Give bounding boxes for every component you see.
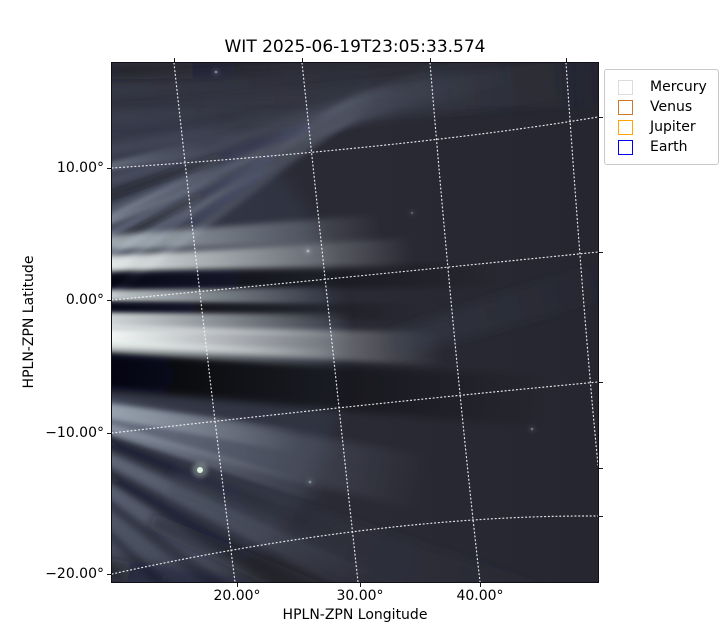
graticule-line <box>429 63 481 582</box>
x-top-tick-mark <box>429 58 431 62</box>
y-right-tick-mark <box>599 116 603 118</box>
star-point <box>410 211 414 215</box>
streamer-wedge <box>112 101 371 246</box>
graticule-line <box>112 381 598 434</box>
x-top-tick-mark <box>301 58 303 62</box>
x-tick-label: 30.00° <box>336 588 384 604</box>
streamer-wedge <box>112 161 225 225</box>
graticule-line <box>565 63 598 466</box>
earth-marker-icon <box>618 139 633 155</box>
y-tick-mark <box>107 573 111 575</box>
plot-area <box>111 62 599 583</box>
legend-box: Mercury Venus Jupiter Earth <box>604 69 719 165</box>
plot-title: WIT 2025-06-19T23:05:33.574 <box>224 37 486 57</box>
y-tick-mark <box>107 299 111 301</box>
y-tick-mark <box>107 432 111 434</box>
x-tick-label: 40.00° <box>456 588 504 604</box>
streamer-wedge <box>112 78 427 198</box>
streamer-wedge <box>148 513 322 582</box>
y-tick-label: 0.00° <box>65 292 104 308</box>
streamer-wedge <box>112 341 343 370</box>
streamer-wedge <box>112 353 553 429</box>
legend-label: Venus <box>650 99 693 115</box>
graticule-line <box>112 515 598 575</box>
x-axis-label: HPLN-ZPN Longitude <box>282 607 428 623</box>
streamer-wedge <box>388 261 598 357</box>
y-right-tick-mark <box>599 515 603 517</box>
star-point <box>306 249 310 253</box>
legend-label: Mercury <box>650 79 707 95</box>
legend-label: Jupiter <box>650 119 696 135</box>
coronal-streaks-layer <box>112 63 598 582</box>
legend-row-earth: Earth <box>615 137 707 157</box>
streamer-wedge <box>166 468 540 582</box>
x-tick-label: 20.00° <box>213 588 261 604</box>
x-tick-mark <box>236 583 238 587</box>
streamer-wedge <box>112 63 293 79</box>
streamer-wedge <box>112 287 332 305</box>
y-tick-mark <box>107 167 111 169</box>
graticule-layer <box>112 63 598 582</box>
graticule-line <box>173 63 236 582</box>
stars-layer <box>192 68 536 486</box>
legend-row-mercury: Mercury <box>615 77 707 97</box>
graticule-line <box>112 251 598 301</box>
streamer-wedge <box>112 138 212 171</box>
streamer-wedge <box>112 261 503 289</box>
star-point <box>308 480 312 484</box>
star-point <box>197 467 203 473</box>
streamer-wedge <box>112 404 302 454</box>
mercury-marker-icon <box>618 79 633 95</box>
y-right-tick-mark <box>599 467 603 469</box>
x-top-tick-mark <box>173 58 175 62</box>
venus-marker-icon <box>618 99 633 115</box>
star-glow <box>408 209 416 217</box>
streamer-wedge <box>112 327 443 366</box>
legend-row-venus: Venus <box>615 97 707 117</box>
graticule-line <box>112 116 598 169</box>
streamer-wedge <box>112 238 413 272</box>
y-tick-label: 10.00° <box>56 160 104 176</box>
y-tick-label: −20.00° <box>45 566 104 582</box>
star-point <box>530 427 534 431</box>
star-point <box>214 70 218 74</box>
star-glow <box>528 425 536 433</box>
coronal-image <box>112 63 598 582</box>
graticule-line <box>301 63 359 582</box>
jupiter-marker-icon <box>618 119 633 135</box>
y-right-tick-mark <box>599 381 603 383</box>
y-axis-label: HPLN-ZPN Latitude <box>21 255 37 389</box>
streamer-wedge <box>112 214 383 250</box>
legend-label: Earth <box>650 139 688 155</box>
y-right-tick-mark <box>599 251 603 253</box>
x-tick-mark <box>359 583 361 587</box>
legend-row-jupiter: Jupiter <box>615 117 707 137</box>
y-tick-label: −10.00° <box>45 425 104 441</box>
x-top-tick-mark <box>565 58 567 62</box>
x-tick-mark <box>479 583 481 587</box>
streamer-wedge <box>112 424 335 507</box>
